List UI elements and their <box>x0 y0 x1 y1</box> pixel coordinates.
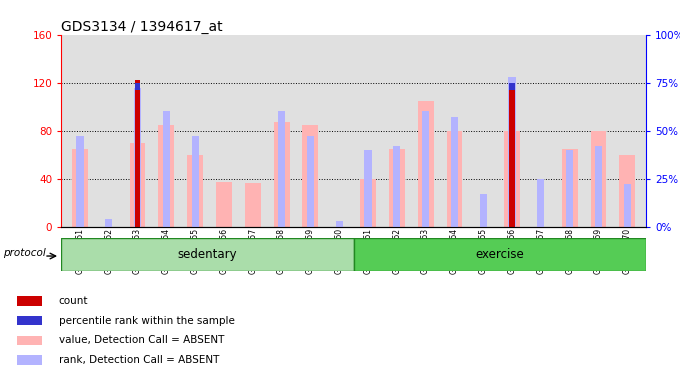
Bar <box>307 136 314 227</box>
Bar <box>163 111 170 227</box>
Bar <box>130 142 146 227</box>
Text: exercise: exercise <box>475 248 524 261</box>
Bar <box>135 83 140 90</box>
Text: sedentary: sedentary <box>177 248 237 261</box>
Bar <box>393 146 401 227</box>
Bar <box>590 131 607 227</box>
Bar <box>134 88 141 227</box>
Bar <box>624 184 631 227</box>
Bar <box>595 146 602 227</box>
Text: value, Detection Call = ABSENT: value, Detection Call = ABSENT <box>58 335 224 345</box>
Bar <box>273 122 290 227</box>
Bar <box>158 124 174 227</box>
Bar <box>192 136 199 227</box>
Bar <box>562 149 577 227</box>
Text: percentile rank within the sample: percentile rank within the sample <box>58 316 235 326</box>
Bar <box>135 80 140 227</box>
Bar <box>537 179 545 227</box>
Bar <box>566 150 573 227</box>
Bar <box>389 149 405 227</box>
Bar <box>509 83 515 90</box>
Bar <box>447 131 462 227</box>
Bar <box>479 194 487 227</box>
Bar <box>17 316 42 325</box>
Bar <box>187 155 203 227</box>
Bar <box>354 238 646 271</box>
Bar <box>303 124 318 227</box>
Bar <box>509 85 515 227</box>
Bar <box>360 179 376 227</box>
Text: GDS3134 / 1394617_at: GDS3134 / 1394617_at <box>61 20 223 33</box>
Bar <box>216 182 232 227</box>
Bar <box>451 117 458 227</box>
Bar <box>17 356 42 364</box>
Bar <box>422 111 429 227</box>
Bar <box>509 77 515 227</box>
Bar <box>336 221 343 227</box>
Bar <box>61 238 354 271</box>
Bar <box>17 296 42 306</box>
Bar <box>278 111 285 227</box>
Text: count: count <box>58 296 88 306</box>
Text: rank, Detection Call = ABSENT: rank, Detection Call = ABSENT <box>58 355 219 365</box>
Bar <box>364 150 371 227</box>
Bar <box>76 136 84 227</box>
Bar <box>245 184 260 227</box>
Bar <box>105 219 112 227</box>
Bar <box>72 149 88 227</box>
Text: protocol: protocol <box>3 248 46 258</box>
Bar <box>17 336 42 345</box>
Bar <box>504 131 520 227</box>
Bar <box>418 101 434 227</box>
Bar <box>619 155 635 227</box>
